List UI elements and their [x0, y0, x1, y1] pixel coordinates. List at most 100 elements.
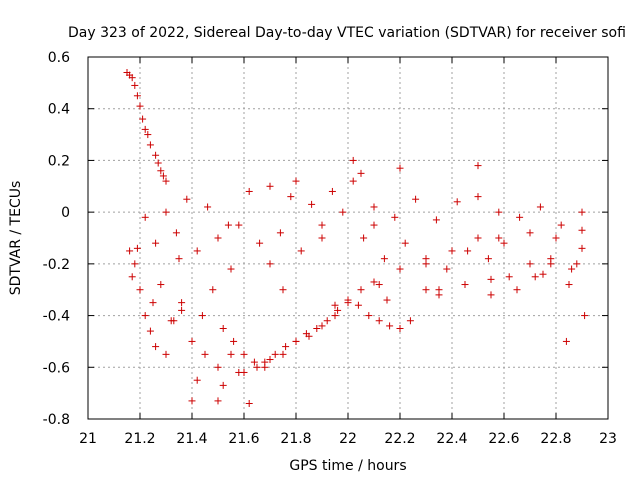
- data-points: [123, 69, 589, 407]
- data-point: [146, 327, 154, 335]
- data-point: [159, 172, 167, 180]
- data-point: [235, 221, 243, 229]
- x-tick-label: 22.2: [384, 431, 415, 447]
- data-point: [178, 299, 186, 307]
- data-point: [495, 234, 503, 242]
- data-point: [183, 195, 191, 203]
- data-point: [219, 325, 227, 332]
- data-point: [453, 198, 461, 206]
- data-point: [313, 325, 321, 332]
- data-point: [152, 239, 160, 247]
- data-point: [354, 301, 362, 309]
- data-point: [152, 151, 160, 159]
- data-point: [568, 265, 576, 273]
- y-tick-label: -0.4: [43, 309, 70, 325]
- chart-title: Day 323 of 2022, Sidereal Day-to-day VTE…: [68, 25, 626, 41]
- data-point: [214, 234, 222, 242]
- data-point: [201, 350, 209, 358]
- x-tick-label: 21.8: [280, 431, 311, 447]
- data-point: [235, 368, 243, 376]
- data-point: [505, 273, 513, 281]
- data-point: [495, 208, 503, 216]
- y-tick-label: 0.4: [48, 102, 70, 118]
- data-point: [573, 260, 581, 268]
- data-point: [133, 244, 141, 252]
- y-tick-label: 0.6: [48, 50, 70, 66]
- data-point: [146, 141, 154, 149]
- data-point: [412, 195, 420, 203]
- data-point: [198, 312, 206, 320]
- y-tick-label: 0: [61, 205, 70, 221]
- data-point: [175, 255, 183, 263]
- x-tick-labels: 21 21.2 21.4 21.6 21.8 22 22.2 22.4 22.6 22.8 23: [79, 431, 617, 447]
- data-point: [209, 286, 217, 294]
- data-point: [224, 221, 232, 229]
- data-point: [328, 187, 336, 195]
- data-point: [448, 247, 456, 255]
- data-point: [474, 162, 482, 170]
- data-point: [279, 350, 287, 358]
- data-point: [214, 397, 222, 405]
- data-point: [149, 299, 157, 307]
- data-point: [547, 260, 555, 268]
- x-tick-label: 22.6: [488, 431, 519, 447]
- data-point: [253, 363, 261, 371]
- data-point: [154, 159, 162, 167]
- data-point: [380, 255, 388, 263]
- y-tick-label: -0.6: [43, 360, 70, 376]
- data-point: [219, 381, 227, 389]
- data-point: [266, 356, 274, 364]
- data-point: [339, 208, 347, 216]
- data-point: [230, 337, 238, 345]
- grid-lines: [88, 57, 608, 419]
- data-point: [141, 312, 149, 320]
- data-point: [139, 115, 147, 123]
- data-point: [344, 296, 352, 304]
- data-point: [157, 281, 165, 289]
- data-point: [526, 260, 534, 268]
- data-point: [435, 291, 443, 299]
- data-point: [526, 229, 534, 237]
- data-point: [261, 358, 269, 366]
- data-point: [357, 169, 365, 177]
- y-axis-label: SDTVAR / TECUs: [8, 181, 24, 296]
- data-point: [128, 74, 136, 82]
- data-point: [152, 343, 160, 351]
- data-point: [144, 131, 152, 139]
- data-point: [178, 306, 186, 314]
- data-point: [292, 337, 300, 345]
- data-point: [370, 221, 378, 229]
- data-point: [188, 397, 196, 405]
- data-point: [360, 234, 368, 242]
- data-point: [318, 221, 326, 229]
- data-point: [461, 281, 469, 289]
- data-point: [318, 234, 326, 242]
- data-point: [396, 265, 404, 273]
- data-point: [500, 239, 508, 247]
- data-point: [227, 265, 235, 273]
- data-point: [487, 275, 495, 283]
- data-point: [136, 102, 144, 110]
- data-point: [581, 312, 589, 320]
- data-point: [562, 337, 570, 345]
- y-tick-labels: 0.6 0.4 0.2 0 -0.2 -0.4 -0.6 -0.8: [43, 50, 70, 428]
- data-point: [331, 312, 339, 320]
- data-point: [245, 187, 253, 195]
- data-point: [552, 234, 560, 242]
- data-point: [375, 317, 383, 325]
- data-point: [245, 399, 253, 407]
- axis-ticks: [87, 56, 609, 420]
- data-point: [370, 203, 378, 211]
- data-point: [536, 203, 544, 211]
- data-point: [279, 286, 287, 294]
- data-point: [188, 337, 196, 345]
- data-point: [474, 193, 482, 201]
- data-point: [136, 286, 144, 294]
- x-tick-label: 21.6: [228, 431, 259, 447]
- data-point: [578, 208, 586, 216]
- data-point: [578, 226, 586, 234]
- data-point: [422, 260, 430, 268]
- data-point: [240, 350, 248, 358]
- data-point: [162, 350, 170, 358]
- data-point: [282, 343, 290, 351]
